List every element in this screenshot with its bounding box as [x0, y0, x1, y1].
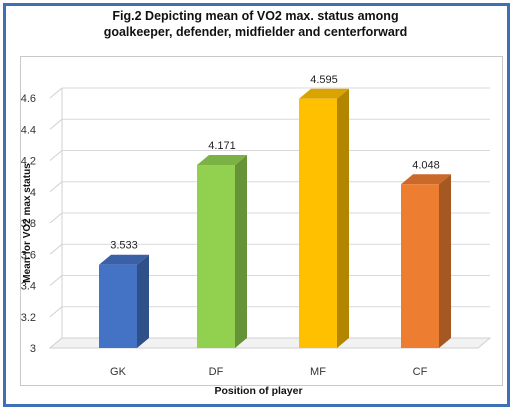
y-tick-label: 3.8 [21, 218, 36, 230]
bar-side-mf [337, 88, 349, 348]
bar-mf [299, 98, 337, 348]
data-label-mf: 4.595 [310, 74, 338, 86]
bar-gk [99, 264, 137, 348]
gridline-depth [49, 275, 63, 286]
gridline-depth [49, 181, 63, 193]
gridline-depth [49, 150, 63, 161]
x-tick-label-df: DF [209, 366, 224, 378]
chart-title-line-2: goalkeeper, defender, midfielder and cen… [103, 25, 408, 39]
data-label-gk: 3.533 [110, 240, 138, 252]
x-tick-label-mf: MF [310, 366, 326, 378]
data-label-df: 4.171 [208, 140, 236, 152]
y-tick-label: 3.2 [21, 312, 36, 324]
x-tick-label-cf: CF [413, 366, 428, 378]
gridline-depth [49, 306, 63, 318]
gridline-depth [49, 243, 63, 255]
y-tick-label: 4.2 [21, 156, 36, 168]
y-tick-label: 4.6 [21, 93, 36, 105]
bar-side-gk [137, 254, 149, 348]
y-tick-label: 3 [30, 343, 36, 355]
chart-title: Fig.2 Depicting mean of VO2 max. status … [0, 8, 511, 40]
bar-top-mf [299, 88, 349, 99]
y-tick-label: 3.6 [21, 249, 36, 261]
bar-side-cf [439, 174, 451, 348]
chart-title-line-1: Fig.2 Depicting mean of VO2 max. status … [112, 9, 399, 23]
y-axis-label: Mean for VO2 max status [22, 163, 33, 283]
x-axis-label: Position of player [214, 385, 303, 397]
y-tick-label: 3.4 [21, 281, 36, 293]
gridline-depth [49, 87, 63, 99]
data-label-cf: 4.048 [412, 159, 440, 171]
bar-top-df [197, 155, 247, 166]
gridline-depth [49, 118, 63, 130]
bar-side-df [235, 155, 247, 348]
bar-df [197, 165, 235, 348]
bar-cf [401, 184, 439, 348]
bar-top-cf [401, 174, 451, 185]
bar-top-gk [99, 254, 149, 265]
x-tick-label-gk: GK [110, 366, 127, 378]
y-tick-label: 4 [30, 187, 36, 199]
gridline-depth [49, 212, 63, 224]
y-tick-label: 4.4 [21, 124, 36, 136]
